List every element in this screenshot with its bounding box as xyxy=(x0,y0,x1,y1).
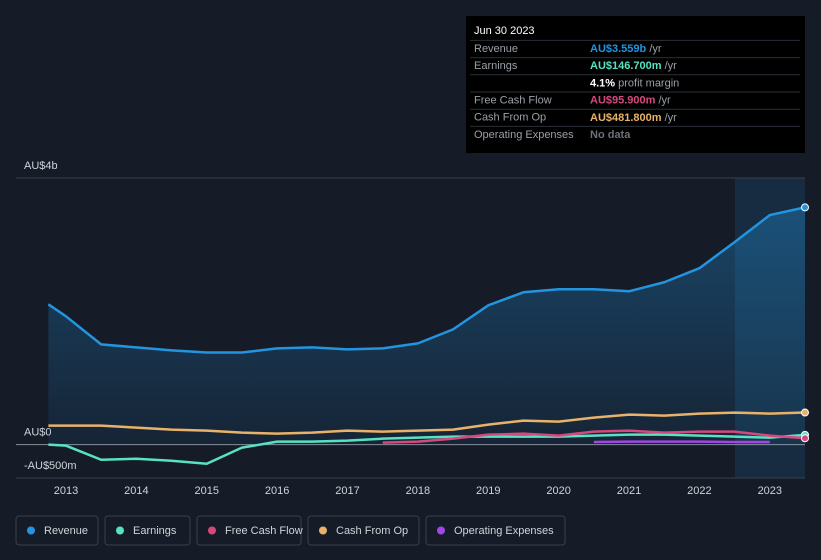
tooltip-value-text: AU$95.900m xyxy=(590,95,656,107)
legend-item[interactable]: Earnings xyxy=(104,515,191,546)
x-tick-label: 2023 xyxy=(758,485,782,497)
tooltip-unit: profit margin xyxy=(618,77,679,89)
line xyxy=(48,433,806,465)
x-tick-label: 2016 xyxy=(265,485,289,497)
tooltip-value: 4.1% profit margin xyxy=(590,77,679,89)
x-tick-label: 2022 xyxy=(687,485,711,497)
tooltip-value: AU$481.800m /yr xyxy=(590,112,677,124)
x-tick-label: 2021 xyxy=(617,485,641,497)
tooltip-label: Cash From Op xyxy=(474,112,546,124)
end-dot xyxy=(801,408,809,417)
line xyxy=(47,206,806,354)
end-dot xyxy=(801,203,809,212)
legend-box[interactable] xyxy=(307,515,420,546)
legend-item[interactable]: Revenue xyxy=(15,515,99,546)
area xyxy=(48,207,805,445)
tooltip-label: Revenue xyxy=(474,43,518,55)
tooltip-label: Free Cash Flow xyxy=(474,95,552,107)
tooltip-value: No data xyxy=(590,129,631,141)
legend-label[interactable]: Revenue xyxy=(44,525,88,537)
legend-box[interactable] xyxy=(196,515,302,546)
tooltip-unit: /yr xyxy=(649,43,662,55)
x-tick-label: 2019 xyxy=(476,485,500,497)
x-tick-label: 2014 xyxy=(124,485,148,497)
tooltip-value: AU$95.900m /yr xyxy=(590,95,671,107)
legend-swatch[interactable] xyxy=(208,526,216,535)
x-tick-label: 2018 xyxy=(406,485,430,497)
tooltip-unit: /yr xyxy=(665,112,678,124)
legend-box[interactable] xyxy=(104,515,191,546)
tooltip-date: Jun 30 2023 xyxy=(474,25,535,37)
tooltip-value: AU$146.700m /yr xyxy=(590,60,677,72)
tooltip-box xyxy=(466,16,805,153)
tooltip-label: Earnings xyxy=(474,60,518,72)
legend-box[interactable] xyxy=(15,515,99,546)
y-tick-label: AU$0 xyxy=(24,427,52,439)
tooltip-value-text: No data xyxy=(590,129,631,141)
tooltip-value-text: AU$481.800m xyxy=(590,112,662,124)
tooltip-value: AU$3.559b /yr xyxy=(590,43,662,55)
y-tick-label: -AU$500m xyxy=(24,460,77,472)
legend-swatch[interactable] xyxy=(27,526,35,535)
x-tick-label: 2013 xyxy=(54,485,78,497)
tooltip-unit: /yr xyxy=(659,95,672,107)
legend-label[interactable]: Operating Expenses xyxy=(454,525,554,537)
x-tick-label: 2017 xyxy=(335,485,359,497)
x-tick-label: 2020 xyxy=(546,485,570,497)
x-tick-label: 2015 xyxy=(194,485,218,497)
legend-item[interactable]: Free Cash Flow xyxy=(196,515,303,546)
legend-swatch[interactable] xyxy=(116,526,124,535)
legend-swatch[interactable] xyxy=(437,526,445,535)
legend-item[interactable]: Cash From Op xyxy=(307,515,420,546)
tooltip-unit: /yr xyxy=(665,60,678,72)
legend-item[interactable]: Operating Expenses xyxy=(425,515,566,546)
tooltip-label: Operating Expenses xyxy=(474,129,574,141)
legend-label[interactable]: Free Cash Flow xyxy=(225,525,303,537)
legend-swatch[interactable] xyxy=(319,526,327,535)
end-dot xyxy=(801,434,809,443)
line xyxy=(48,411,806,435)
legend-label[interactable]: Cash From Op xyxy=(336,525,408,537)
line xyxy=(382,429,806,444)
legend-box[interactable] xyxy=(425,515,566,546)
tooltip-value-text: AU$146.700m xyxy=(590,60,662,72)
tooltip-value-text: 4.1% xyxy=(590,77,615,89)
y-tick-label: AU$4b xyxy=(24,160,58,172)
legend-label[interactable]: Earnings xyxy=(133,525,177,537)
tooltip-value-text: AU$3.559b xyxy=(590,43,647,55)
